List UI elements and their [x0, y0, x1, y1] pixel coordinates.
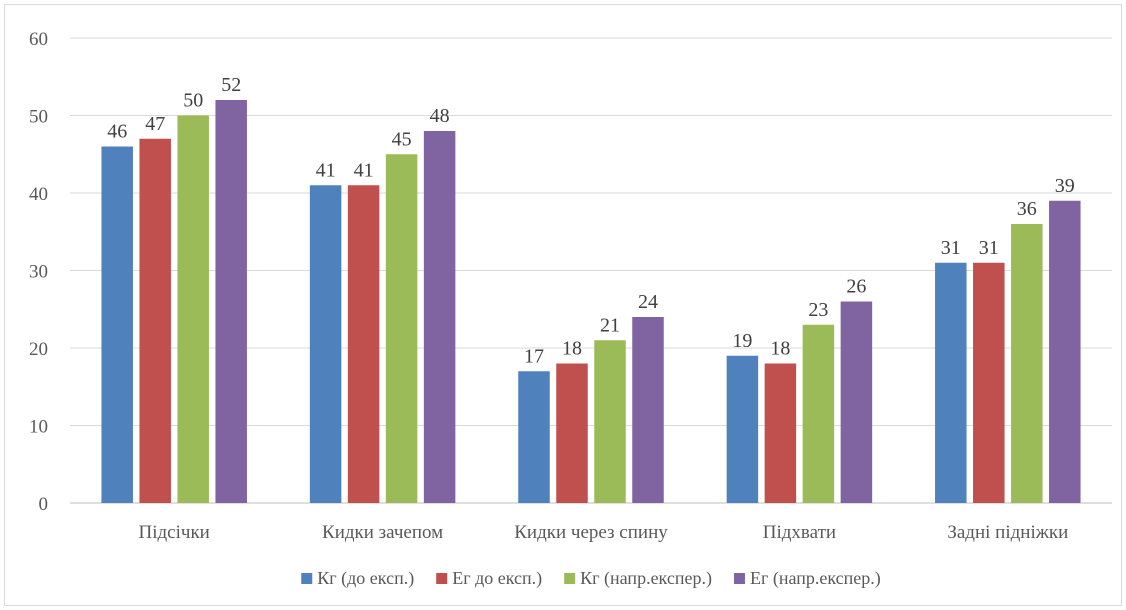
bar [556, 363, 588, 503]
y-tick-label: 60 [29, 29, 48, 50]
bar [347, 185, 380, 503]
legend-item: Ег до експ.) [436, 568, 542, 589]
data-label: 18 [562, 338, 582, 360]
bar [309, 185, 342, 503]
bar [764, 363, 797, 503]
legend-item: Ег (напр.експер.) [733, 568, 881, 589]
legend-swatch [301, 573, 313, 584]
y-tick-label: 10 [29, 417, 48, 438]
data-label: 31 [941, 237, 961, 259]
bar [177, 115, 209, 503]
data-labels: 46 47 50 52 41 41 45 48 17 18 21 24 19 18 23 26 31 31 36 39 [107, 74, 1075, 367]
data-label: 50 [183, 90, 203, 112]
data-label: 17 [524, 345, 544, 367]
data-label: 48 [430, 105, 450, 127]
x-tick-label: Підхвати [763, 522, 836, 543]
x-tick-label: Кидки зачепом [322, 522, 443, 543]
legend-label: Кг (до експ.) [317, 568, 414, 589]
y-axis-ticks: 0 10 20 30 40 50 60 [29, 29, 48, 515]
bar [139, 138, 171, 503]
data-label: 23 [808, 299, 828, 321]
legend-swatch [564, 573, 576, 584]
y-tick-label: 30 [29, 262, 48, 283]
bar [726, 355, 759, 503]
data-label: 31 [979, 237, 999, 259]
data-label: 39 [1055, 175, 1075, 197]
data-label: 46 [107, 121, 127, 143]
x-axis-ticks: Підсічки Кидки зачепом Кидки через спину Пі… [139, 522, 1069, 543]
bar [1049, 200, 1081, 503]
data-label: 21 [600, 314, 620, 336]
data-label: 45 [392, 128, 412, 150]
data-label: 41 [316, 159, 336, 181]
bar [973, 262, 1005, 503]
bar [423, 131, 456, 503]
y-tick-label: 40 [29, 184, 48, 205]
bar [101, 146, 133, 503]
bar [632, 317, 664, 503]
bar [1011, 224, 1043, 503]
legend-item: Кг (до експ.) [301, 568, 414, 589]
bar [215, 100, 247, 503]
data-label: 19 [732, 330, 752, 352]
data-label: 18 [770, 338, 790, 360]
y-tick-label: 50 [29, 107, 48, 128]
legend-item: Кг (напр.експер.) [564, 568, 712, 589]
x-tick-label: Задні підніжки [947, 522, 1068, 543]
bar [594, 340, 626, 503]
data-label: 41 [354, 159, 374, 181]
data-label: 47 [145, 113, 165, 135]
legend-swatch [436, 573, 448, 584]
legend-swatch [733, 573, 745, 584]
legend-label: Кг (напр.експер.) [580, 568, 712, 589]
data-label: 26 [846, 276, 866, 298]
bar [802, 324, 835, 503]
bar [518, 371, 550, 503]
y-tick-label: 20 [29, 339, 48, 360]
data-label: 24 [638, 291, 658, 313]
x-tick-label: Кидки через спину [514, 522, 668, 543]
data-label: 52 [221, 74, 241, 96]
legend: Кг (до експ.) Ег до експ.) Кг (напр.експер… [301, 568, 881, 589]
legend-label: Ег до експ.) [452, 568, 542, 589]
bars [101, 100, 1081, 503]
data-label: 36 [1017, 198, 1037, 220]
y-tick-label: 0 [39, 494, 49, 515]
bar [840, 301, 873, 503]
x-tick-label: Підсічки [139, 522, 210, 543]
legend-label: Ег (напр.експер.) [750, 568, 881, 589]
bar [935, 262, 967, 503]
bar [385, 154, 418, 503]
